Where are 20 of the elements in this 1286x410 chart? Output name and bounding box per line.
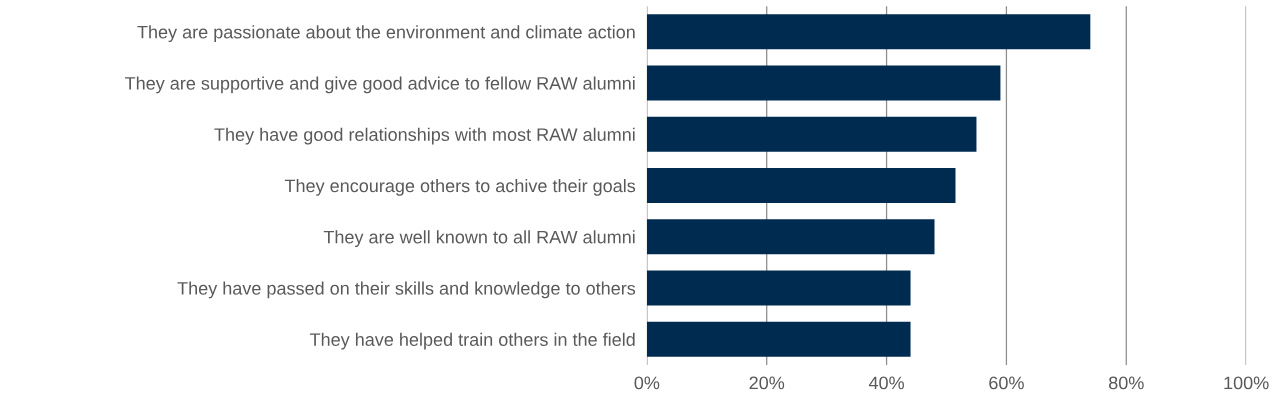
y-tick-label: They have good relationships with most RAW alumni [214,127,635,145]
bar [646,14,1091,50]
x-tick-label: 40% [868,376,904,390]
bar [646,65,1001,101]
bar [646,321,911,357]
x-tick-label: 60% [989,376,1024,390]
bar [646,168,956,203]
y-tick-label: They are supportive and give good advice to fellow RAW alumni [125,76,635,94]
bar [646,219,935,255]
bar [646,270,911,306]
y-tick-label: They are well known to all RAW alumni [323,230,635,248]
bar [646,116,977,152]
x-tick-label: 0% [634,376,660,390]
y-tick-label: They encourage others to achive their goals [284,178,636,196]
x-tick-label: 20% [749,376,785,390]
y-tick-label: They have passed on their skills and knowledge to others [177,281,636,299]
x-tick-label: 100% [1224,376,1269,390]
y-tick-label: They have helped train others in the field [309,332,635,350]
y-tick-label: They are passionate about the environment and climate action [137,25,635,43]
x-tick-label: 80% [1108,376,1144,390]
